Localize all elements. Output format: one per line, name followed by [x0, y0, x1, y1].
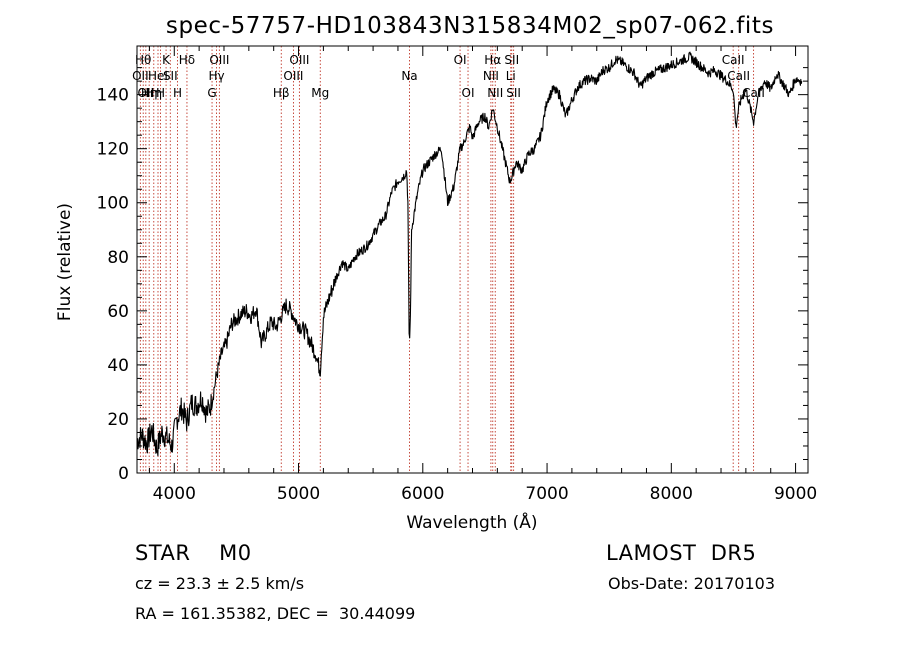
line-marker-labels: OIIHθOIIHηHηHeIHKSIIHHδGHγOIIIHβOIIIOIII… — [132, 53, 765, 100]
x-tick-label: 4000 — [153, 484, 196, 504]
y-tick-label: 80 — [107, 248, 129, 268]
line-marker-label: SII — [163, 69, 178, 83]
line-marker-label: CaII — [722, 53, 745, 67]
line-marker-label: SII — [506, 86, 521, 100]
plot-frame — [136, 45, 809, 474]
line-marker-label: K — [162, 53, 171, 67]
x-tick-label: 6000 — [401, 484, 444, 504]
line-markers — [139, 46, 755, 473]
line-marker-label: OIII — [283, 69, 303, 83]
line-marker-label: Na — [401, 69, 417, 83]
coordinates-label: RA = 161.35382, DEC = 30.44099 — [135, 604, 416, 623]
line-marker-label: H — [156, 86, 165, 100]
y-tick-label: 120 — [97, 140, 129, 160]
redshift-label: cz = 23.3 ± 2.5 km/s — [135, 574, 305, 593]
y-tick-label: 0 — [118, 464, 129, 484]
spectrum-series-line — [136, 51, 803, 457]
x-tick-label: 9000 — [774, 484, 817, 504]
line-marker-label: OII — [132, 69, 149, 83]
y-tick-label: 60 — [107, 302, 129, 322]
line-marker-label: Hδ — [179, 53, 195, 67]
line-marker-label: SII — [504, 53, 519, 67]
line-marker-label: OIII — [289, 53, 309, 67]
x-tick-label: 7000 — [525, 484, 568, 504]
y-axis-label: Flux (relative) — [55, 203, 75, 321]
line-marker-label: HeI — [148, 69, 168, 83]
y-tick-label: 100 — [97, 194, 129, 214]
y-axis-ticks: 0 20 40 60 80 100 120 140 — [97, 67, 808, 484]
line-marker-label: CaII — [727, 69, 750, 83]
x-tick-label: 8000 — [650, 484, 693, 504]
line-marker-label: NII — [483, 69, 499, 83]
line-marker-label: Hη — [141, 86, 158, 100]
x-tick-label: 5000 — [277, 484, 320, 504]
survey-label: LAMOST DR5 — [606, 541, 757, 565]
x-axis-ticks: 4000 5000 6000 7000 8000 9000 — [148, 46, 817, 504]
line-marker-label: OIII — [209, 53, 229, 67]
chart-title: spec-57757-HD103843N315834M02_sp07-062.f… — [166, 13, 774, 39]
line-marker-label: NII — [487, 86, 503, 100]
line-marker-label: G — [207, 86, 216, 100]
line-marker-label: Li — [506, 69, 516, 83]
line-marker-label: OI — [454, 53, 467, 67]
x-axis-label: Wavelength (Å) — [406, 511, 537, 533]
line-marker-label: OI — [462, 86, 475, 100]
y-tick-label: 140 — [97, 86, 129, 106]
line-marker-label: Hβ — [273, 86, 290, 100]
line-marker-label: Mg — [311, 86, 329, 100]
obs-date-label: Obs-Date: 20170103 — [608, 574, 776, 593]
y-tick-label: 40 — [107, 356, 129, 376]
line-marker-label: OII — [138, 86, 155, 100]
y-tick-label: 20 — [107, 410, 129, 430]
line-marker-label: Hη — [145, 86, 162, 100]
line-marker-label: Hγ — [208, 69, 224, 83]
classification-label: STAR M0 — [135, 541, 252, 565]
line-marker-label: H — [173, 86, 182, 100]
line-marker-label: Hα — [484, 53, 501, 67]
line-marker-label: Hθ — [135, 53, 151, 67]
